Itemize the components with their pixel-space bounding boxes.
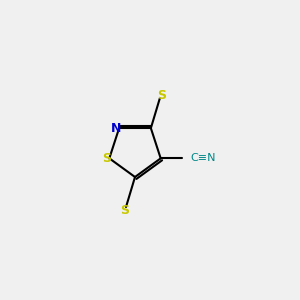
Text: S: S <box>120 203 129 217</box>
Text: S: S <box>102 152 111 165</box>
Text: C≡N: C≡N <box>191 153 216 163</box>
Text: S: S <box>157 89 166 102</box>
Text: N: N <box>111 122 121 135</box>
